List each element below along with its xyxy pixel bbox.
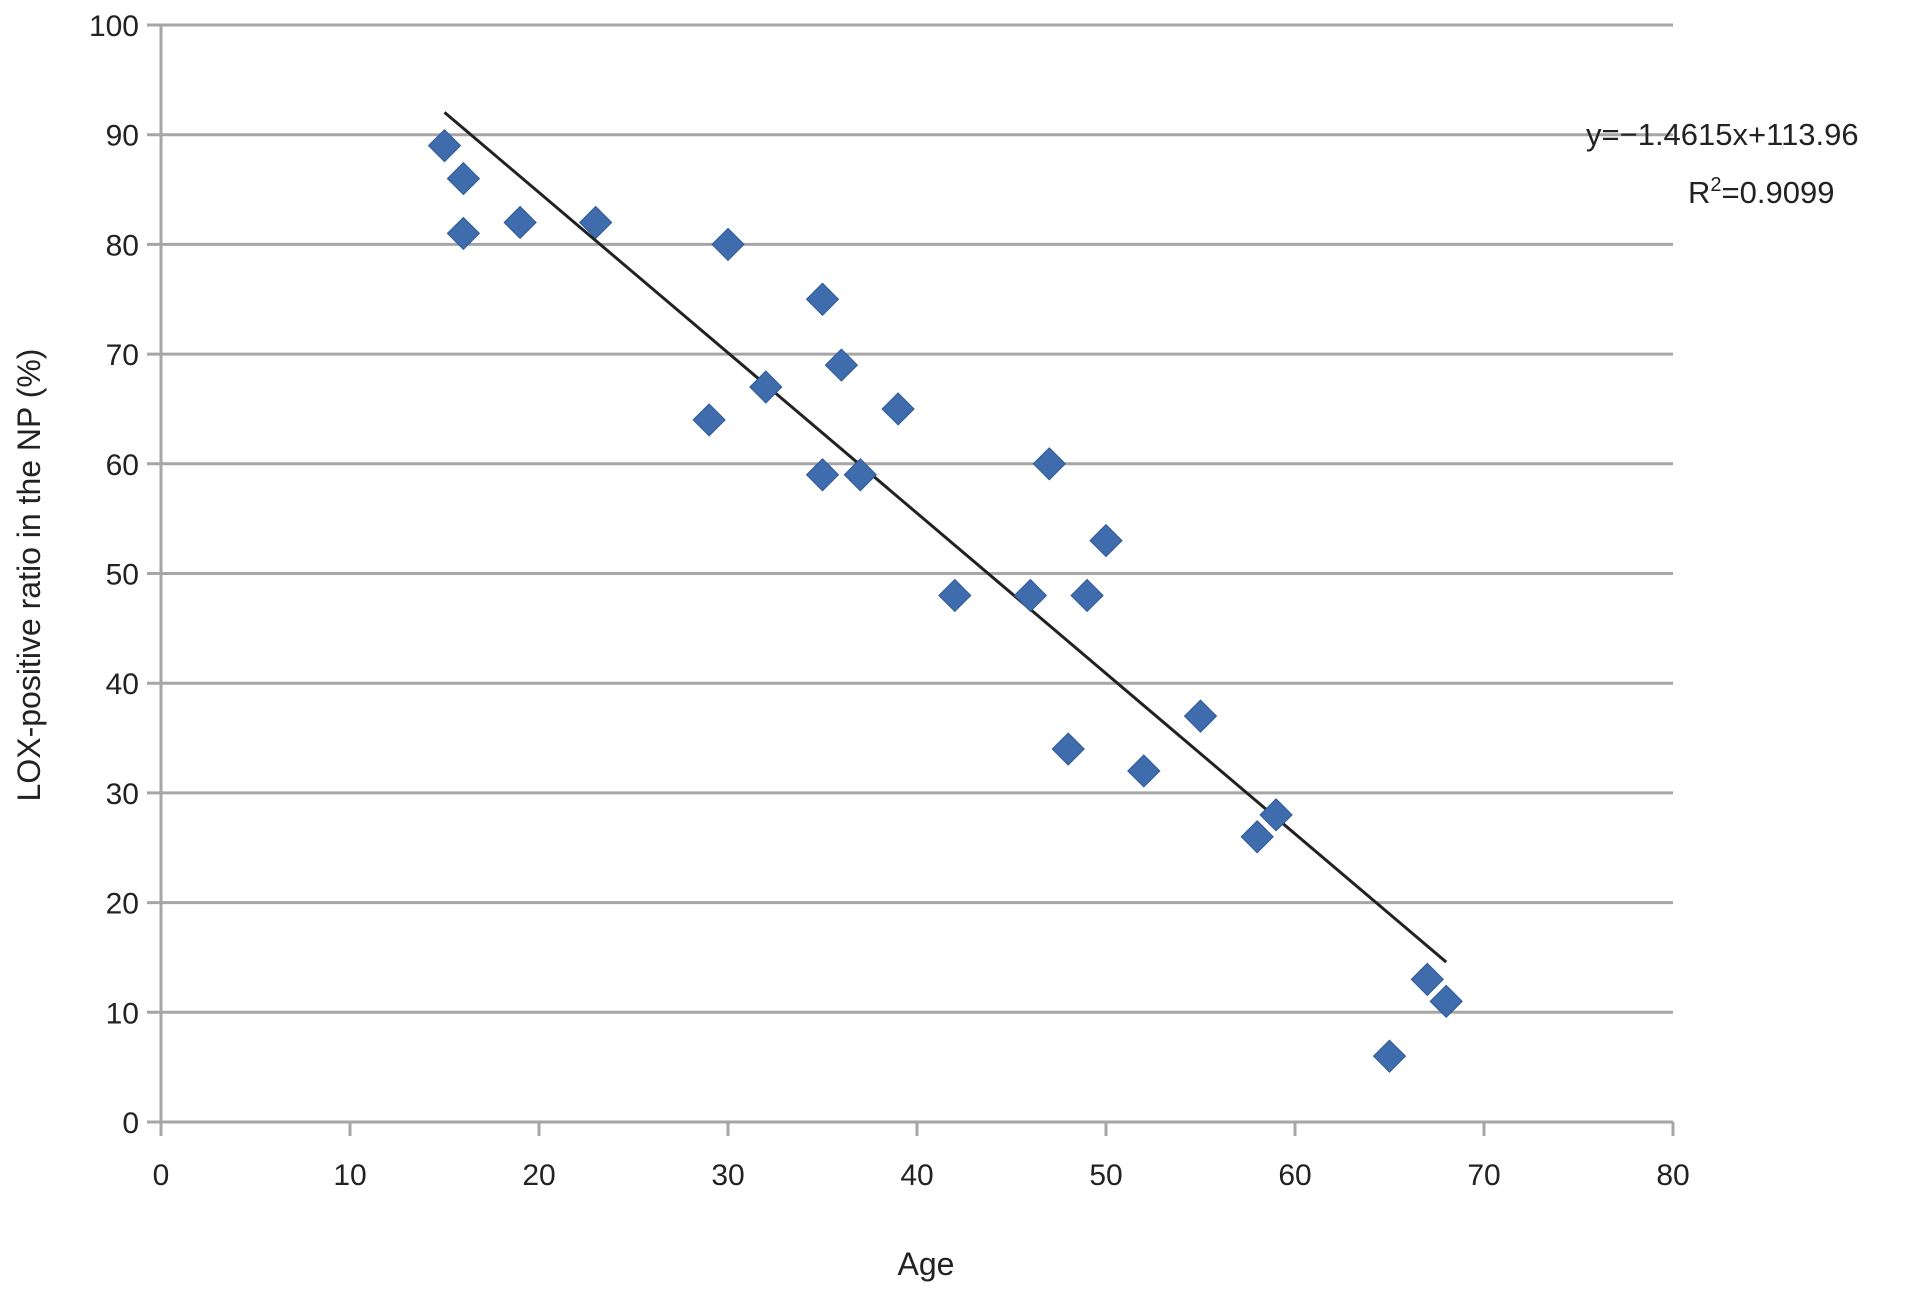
data-point-24 (1372, 1039, 1407, 1073)
x-axis-title: Age (898, 1246, 955, 1282)
x-tick-label-20: 20 (522, 1159, 555, 1192)
data-point-14 (938, 578, 972, 613)
r2-value: =0.9099 (1722, 175, 1835, 210)
data-point-15 (1013, 578, 1048, 613)
x-tick-label-10: 10 (333, 1159, 366, 1192)
y-tick-label-20: 20 (106, 888, 139, 921)
data-point-8 (749, 370, 783, 404)
tick-labels: 0 10 20 30 40 50 60 70 80 90 100 0 10 20 30 40 50 60 70 80 (89, 10, 1690, 1192)
data-point-4 (503, 205, 537, 240)
x-tick-label-50: 50 (1089, 1159, 1122, 1192)
y-tick-label-90: 90 (106, 120, 139, 153)
data-point-1 (427, 128, 462, 163)
x-tick-label-0: 0 (153, 1159, 170, 1192)
x-tick-label-60: 60 (1278, 1159, 1311, 1192)
x-tick-label-70: 70 (1467, 1159, 1500, 1192)
trendline-layer (443, 111, 1448, 964)
data-point-25 (1410, 962, 1445, 997)
y-tick-label-0: 0 (122, 1107, 139, 1140)
data-point-9 (805, 282, 840, 316)
y-tick-label-40: 40 (106, 668, 139, 701)
data-point-5 (578, 205, 613, 240)
data-point-26 (1429, 984, 1463, 1019)
y-tick-label-30: 30 (106, 778, 139, 811)
data-point-19 (1051, 732, 1085, 766)
data-point-2 (446, 161, 481, 196)
data-point-20 (1127, 754, 1161, 788)
y-axis-title: LOX-positive ratio in the NP (%) (11, 349, 47, 802)
axes (147, 25, 1675, 1136)
x-tick-label-40: 40 (900, 1159, 933, 1192)
y-tick-label-70: 70 (106, 339, 139, 372)
x-tick-label-30: 30 (711, 1159, 744, 1192)
data-point-22 (1240, 820, 1274, 854)
data-point-6 (711, 227, 745, 262)
data-point-11 (805, 458, 840, 492)
y-tick-label-10: 10 (106, 997, 139, 1030)
r2-prefix: R (1688, 175, 1710, 210)
y-tick-label-80: 80 (106, 229, 139, 262)
gridlines (147, 23, 1673, 1014)
data-point-18 (1089, 523, 1123, 558)
trendline (443, 111, 1448, 964)
data-points (427, 128, 1463, 1073)
data-point-13 (881, 392, 915, 426)
y-tick-label-60: 60 (106, 449, 139, 482)
x-tick-label-80: 80 (1656, 1159, 1689, 1192)
y-tick-label-50: 50 (106, 559, 139, 592)
data-point-3 (446, 216, 481, 251)
data-point-21 (1183, 699, 1218, 733)
data-point-10 (824, 348, 859, 382)
trendline-equation: y=−1.4615x+113.96 (1586, 117, 1859, 152)
y-tick-label-100: 100 (89, 10, 139, 43)
data-point-12 (843, 458, 878, 492)
trendline-r-squared: R2=0.9099 (1688, 174, 1834, 210)
data-point-7 (692, 403, 726, 437)
data-point-17 (1070, 578, 1104, 613)
r2-superscript: 2 (1710, 174, 1721, 196)
data-point-23 (1259, 798, 1293, 832)
data-point-16 (1032, 447, 1067, 481)
